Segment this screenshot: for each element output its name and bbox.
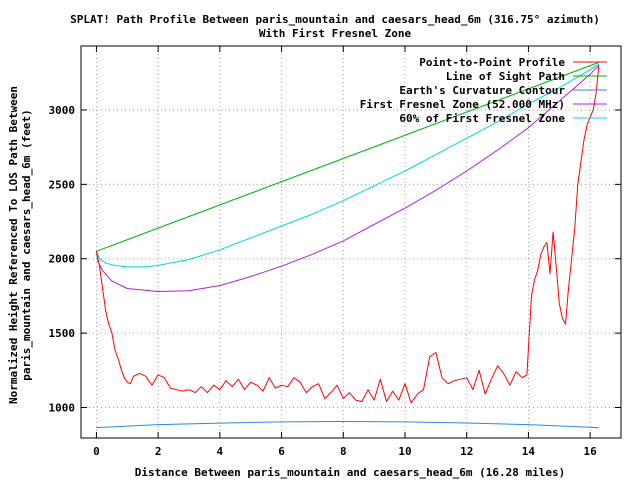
legend-label: Point-to-Point Profile xyxy=(419,56,565,69)
y-axis-ticks: 1000 1500 2000 2500 3000 xyxy=(49,104,621,415)
y-tick-label: 1000 xyxy=(49,402,76,415)
legend-label: Line of Sight Path xyxy=(446,70,565,83)
x-tick-label: 16 xyxy=(584,445,598,458)
series-line-3 xyxy=(95,64,600,292)
x-tick-label: 0 xyxy=(93,445,100,458)
plot-series xyxy=(95,61,600,429)
series-line-2 xyxy=(96,421,599,429)
x-tick-label: 8 xyxy=(340,445,347,458)
x-tick-label: 14 xyxy=(522,445,536,458)
y-tick-label: 1500 xyxy=(49,327,76,340)
series-line-1 xyxy=(96,61,599,252)
y-tick-label: 2500 xyxy=(49,178,76,191)
x-tick-label: 2 xyxy=(155,445,162,458)
legend-label: Earth's Curvature Contour xyxy=(399,84,565,97)
grid-lines xyxy=(81,46,621,438)
chart-subtitle: With First Fresnel Zone xyxy=(259,27,412,40)
y-axis-label-line2: paris_mountain and caesars_head_6m (feet… xyxy=(20,109,33,381)
series-line-4 xyxy=(95,63,600,268)
legend-label: First Fresnel Zone (52.000 MHz) xyxy=(360,98,565,111)
y-axis-label-line1: Normalized Height Referenced To LOS Path… xyxy=(7,86,20,404)
legend-label: 60% of First Fresnel Zone xyxy=(399,112,565,125)
y-tick-label: 2000 xyxy=(49,253,76,266)
x-tick-label: 12 xyxy=(460,445,473,458)
series-line-0 xyxy=(95,65,600,404)
y-tick-label: 3000 xyxy=(49,104,76,117)
x-tick-label: 4 xyxy=(217,445,224,458)
x-axis-label: Distance Between paris_mountain and caes… xyxy=(135,466,565,479)
x-tick-label: 10 xyxy=(398,445,411,458)
x-tick-label: 6 xyxy=(278,445,285,458)
plot-frame xyxy=(80,45,622,439)
x-axis-ticks: 0 2 4 6 8 10 12 14 16 xyxy=(93,46,597,458)
chart-title: SPLAT! Path Profile Between paris_mounta… xyxy=(70,13,600,26)
